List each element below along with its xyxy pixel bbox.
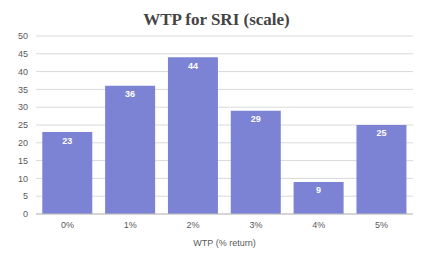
svg-text:29: 29 [251, 114, 261, 124]
svg-text:0%: 0% [61, 220, 74, 230]
svg-text:10: 10 [18, 174, 28, 184]
svg-text:5%: 5% [375, 220, 388, 230]
svg-text:25: 25 [18, 120, 28, 130]
svg-text:50: 50 [18, 32, 28, 41]
svg-text:3%: 3% [249, 220, 262, 230]
svg-text:4%: 4% [312, 220, 325, 230]
svg-text:40: 40 [18, 67, 28, 77]
svg-text:WTP (% return): WTP (% return) [193, 238, 255, 248]
svg-text:44: 44 [188, 61, 198, 71]
svg-text:9: 9 [316, 185, 321, 195]
svg-text:25: 25 [376, 128, 386, 138]
svg-text:5: 5 [23, 191, 28, 201]
svg-text:20: 20 [18, 138, 28, 148]
svg-text:15: 15 [18, 156, 28, 166]
svg-text:23: 23 [62, 136, 72, 146]
svg-text:2%: 2% [187, 220, 200, 230]
svg-text:0: 0 [23, 209, 28, 219]
svg-text:45: 45 [18, 49, 28, 59]
svg-text:36: 36 [125, 89, 135, 99]
svg-text:35: 35 [18, 85, 28, 95]
svg-text:1%: 1% [124, 220, 137, 230]
html-text:WTP for SRI (scale): WTP for SRI (scale) [143, 10, 290, 29]
svg-text:30: 30 [18, 102, 28, 112]
